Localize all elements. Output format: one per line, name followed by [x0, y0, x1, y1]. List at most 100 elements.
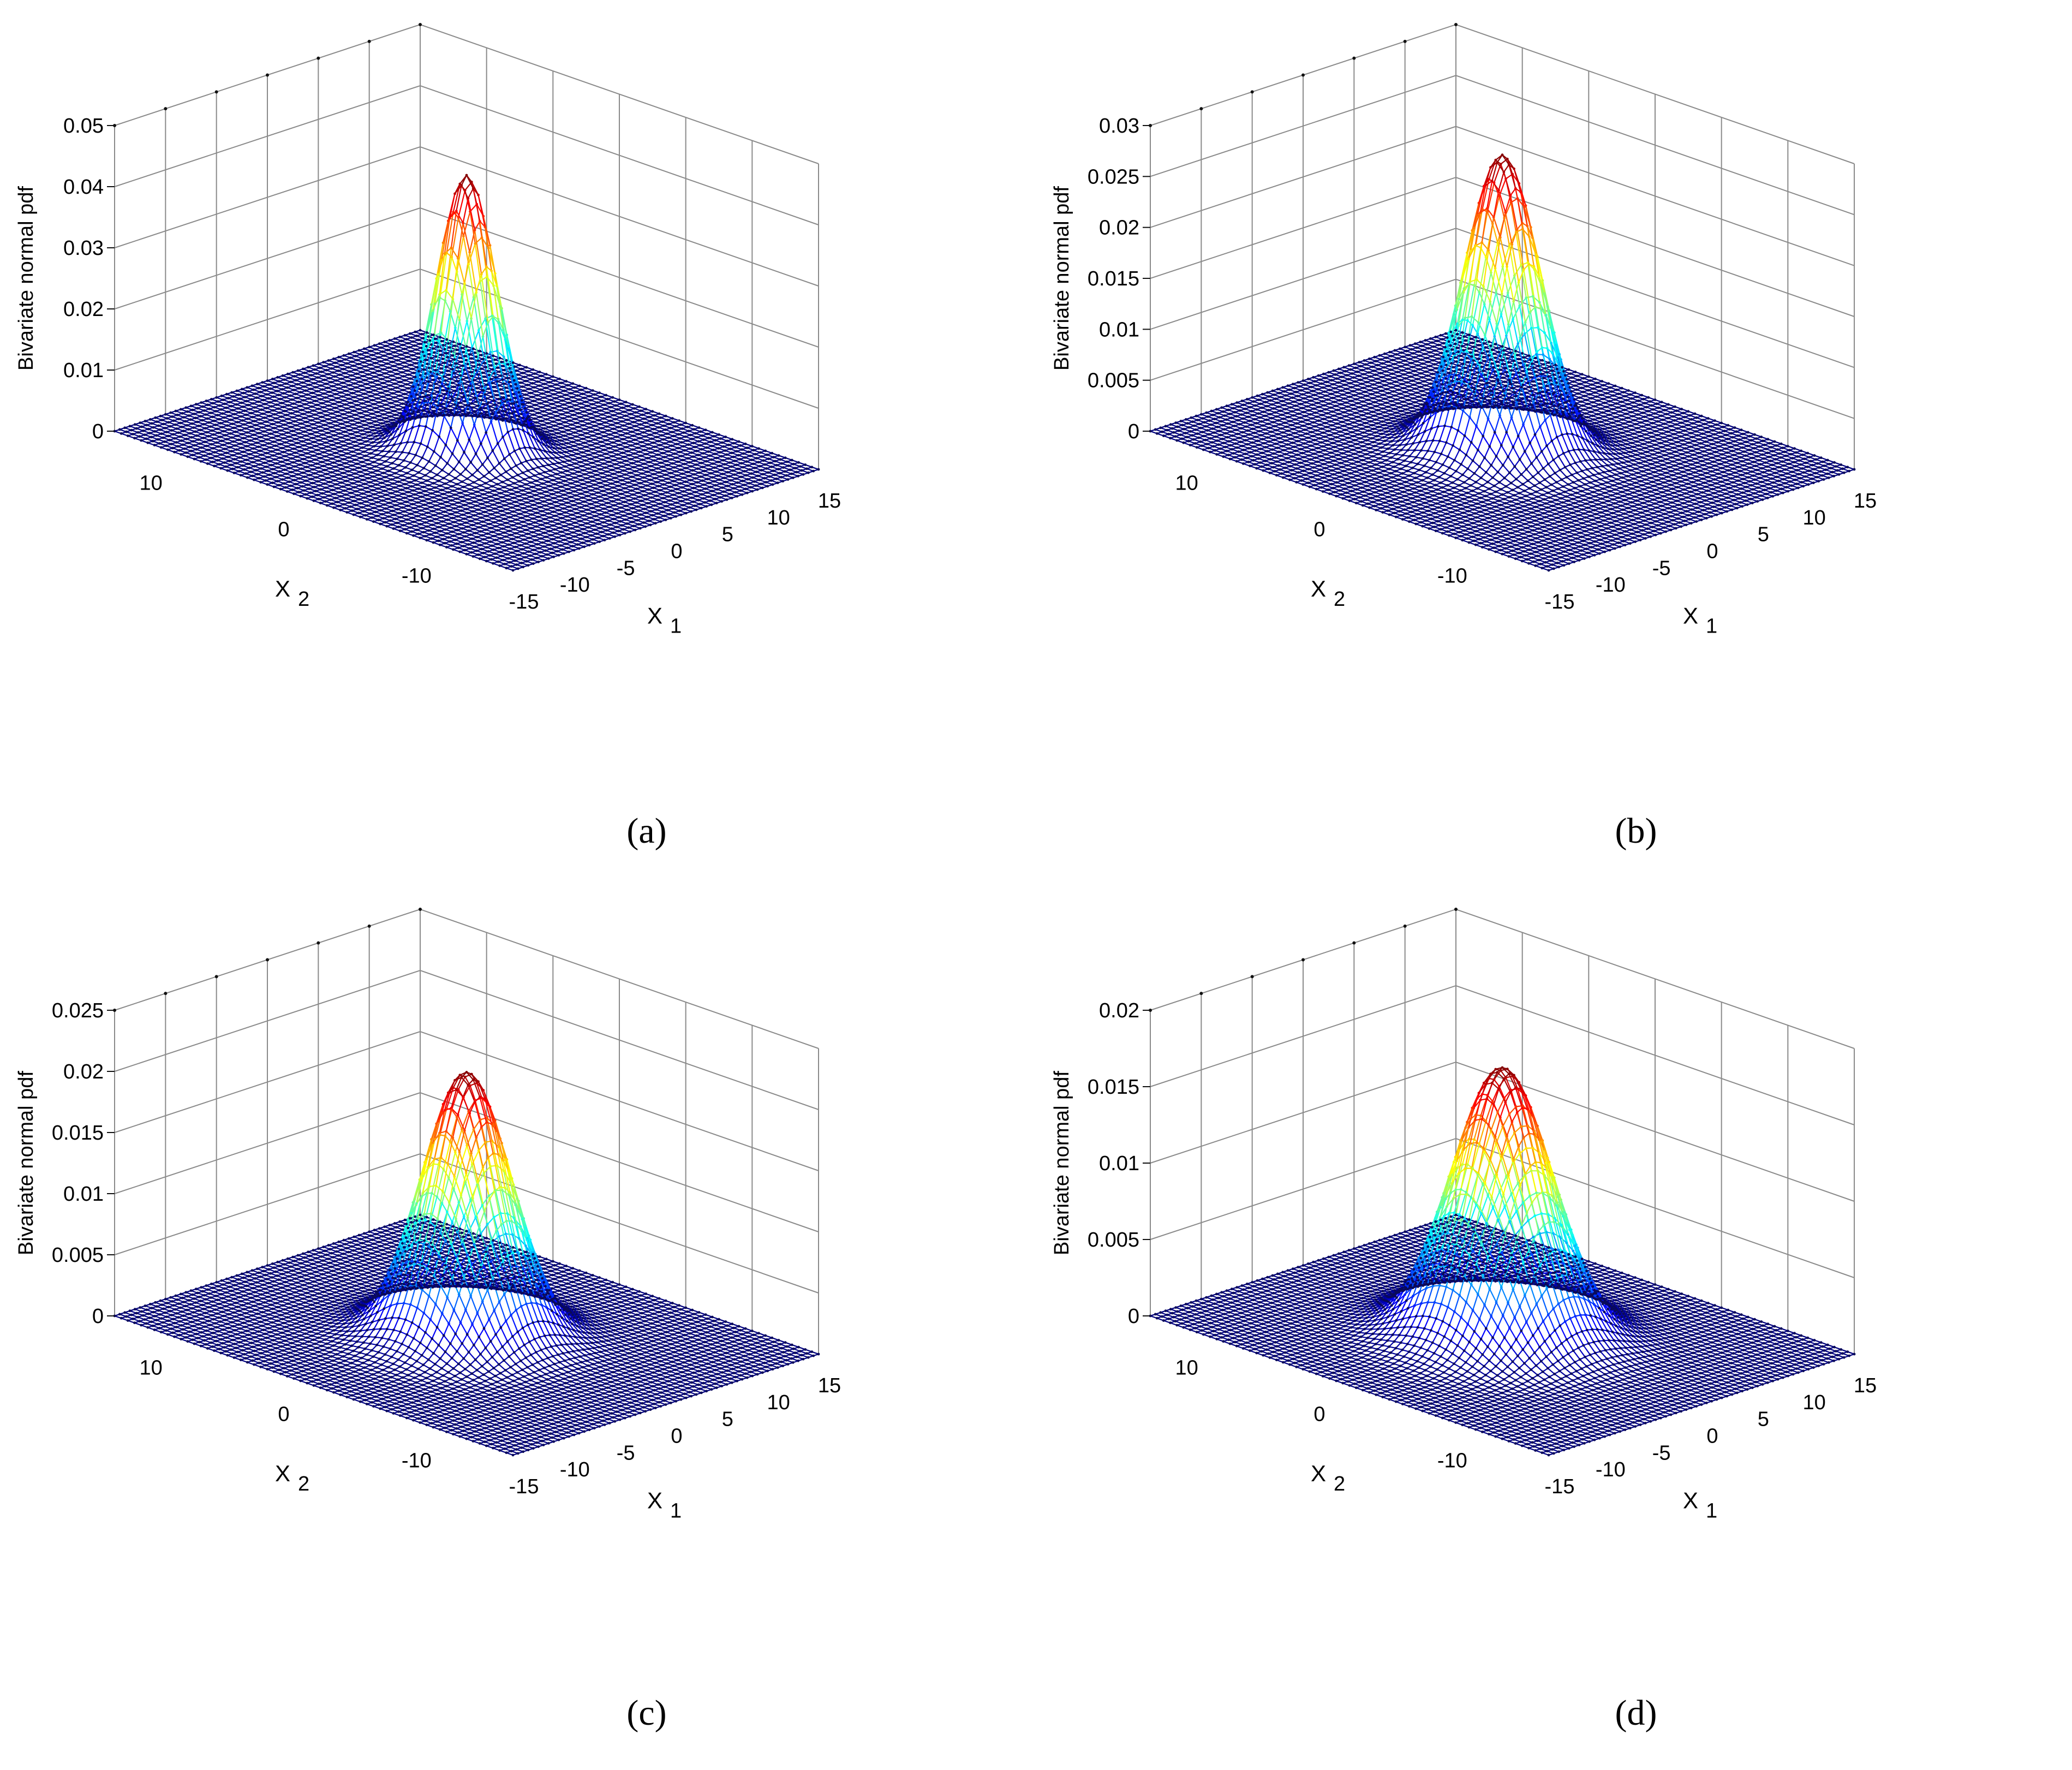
- x2-axis-b: -10 0 10 X 2: [1175, 472, 1467, 611]
- z-axis-label-a: Bivariate normal pdf: [15, 186, 38, 371]
- z-gridline-a-2: [114, 207, 819, 348]
- x1-axis-label-d: X: [1683, 1488, 1698, 1513]
- x1-tick-label-c-1: -10: [560, 1458, 590, 1481]
- x2-tick-label-c-2: 10: [140, 1357, 163, 1380]
- x1-axis-label-sub-b: 1: [1706, 615, 1717, 638]
- x1-tick-label-b-1: -10: [1596, 574, 1626, 597]
- x1-axis-label-b: X: [1683, 603, 1698, 629]
- top-tick-c-1: [164, 992, 168, 996]
- x2-tick-label-b-1: 0: [1313, 519, 1325, 541]
- x2-axis-label-a: X: [275, 576, 290, 601]
- x2-axis-c: -10 0 10 X 2: [140, 1357, 432, 1496]
- top-tick-d-3: [1301, 958, 1305, 962]
- z-tick-label-b-3: 0.015: [1088, 267, 1139, 290]
- x2-axis-label-c: X: [275, 1461, 290, 1486]
- z-tick-label-b-1: 0.005: [1088, 370, 1139, 392]
- x2-tick-label-b-2: 10: [1175, 472, 1198, 495]
- z-tick-label-a-5: 0.05: [63, 115, 104, 138]
- top-tick-b-6: [1454, 23, 1458, 26]
- z-tick-label-a-4: 0.04: [63, 176, 104, 199]
- x2-tick-label-a-1: 0: [278, 519, 289, 541]
- z-axis-c: 0 0.005 0.01 0.015 0.02 0.025 Bivariate normal…: [15, 999, 115, 1328]
- surface-mesh-d: [1149, 1066, 1856, 1457]
- surface-mesh-a: [113, 174, 820, 572]
- x2-tick-label-a-2: 10: [140, 472, 163, 495]
- caption-a: (a): [592, 810, 701, 852]
- x1-tick-label-d-3: 0: [1706, 1425, 1718, 1448]
- chart-panel-b: 0 0.005 0.01 0.015 0.02 0.025 0.03 Bivariate no…: [1036, 0, 2071, 885]
- top-tick-a-3: [266, 73, 269, 77]
- z-gridline-c-3: [114, 1030, 819, 1171]
- top-tick-d-4: [1352, 941, 1356, 945]
- z-tick-label-c-1: 0.005: [52, 1244, 104, 1267]
- z-tick-label-a-0: 0: [92, 420, 104, 443]
- z-tick-label-c-2: 0.01: [63, 1183, 104, 1206]
- top-tick-a-5: [367, 39, 371, 43]
- x1-tick-label-a-3: 0: [671, 540, 682, 563]
- caption-c: (c): [592, 1692, 701, 1734]
- z-axis-d: 0 0.005 0.01 0.015 0.02 Bivariate normal pdf: [1050, 999, 1150, 1328]
- top-tick-b-4: [1352, 56, 1356, 60]
- z-tick-label-c-5: 0.025: [52, 999, 104, 1022]
- top-tick-a-6: [419, 23, 422, 26]
- x2-tick-label-d-0: -10: [1437, 1450, 1467, 1473]
- z-tick-label-d-2: 0.01: [1099, 1152, 1139, 1175]
- x1-tick-label-b-3: 0: [1706, 540, 1718, 563]
- z-tick-label-a-3: 0.03: [63, 237, 104, 260]
- top-tick-d-5: [1403, 924, 1407, 928]
- x1-tick-label-d-4: 5: [1758, 1408, 1769, 1431]
- x2-tick-label-d-2: 10: [1175, 1357, 1198, 1380]
- x2-axis-label-b: X: [1311, 576, 1326, 601]
- top-tick-a-4: [317, 56, 320, 60]
- z-gridline-c-5: [114, 908, 819, 1049]
- caption-d: (d): [1581, 1692, 1691, 1734]
- x1-tick-label-a-0: -15: [509, 591, 539, 613]
- z-gridline-d-4: [1150, 908, 1855, 1049]
- x1-tick-label-c-0: -15: [509, 1475, 539, 1498]
- x1-axis-label-sub-a: 1: [670, 615, 682, 638]
- z-tick-label-d-1: 0.005: [1088, 1229, 1139, 1251]
- x2-axis-label-sub-c: 2: [298, 1473, 309, 1495]
- x2-axis-label-sub-a: 2: [298, 588, 309, 611]
- z-axis-a: 0 0.01 0.02 0.03 0.04 0.05 Bivariate normal pd…: [15, 115, 115, 443]
- top-tick-d-1: [1199, 992, 1203, 996]
- x1-tick-label-c-2: -5: [617, 1441, 635, 1464]
- x1-axis-label-sub-d: 1: [1706, 1500, 1717, 1523]
- z-tick-label-d-4: 0.02: [1099, 999, 1139, 1022]
- z-gridline-d-3: [1150, 985, 1855, 1125]
- x2-tick-label-c-0: -10: [402, 1450, 432, 1473]
- z-tick-label-a-2: 0.02: [63, 298, 104, 321]
- x1-axis-c: -15 -10 -5 0 5 10 15 X 1: [509, 1374, 841, 1523]
- x1-tick-label-d-6: 15: [1854, 1374, 1877, 1397]
- x1-tick-label-a-4: 5: [722, 523, 733, 546]
- x2-tick-label-c-1: 0: [278, 1403, 289, 1426]
- x1-tick-label-c-4: 5: [722, 1408, 733, 1431]
- x1-tick-label-a-6: 15: [818, 490, 841, 512]
- z-axis-label-c: Bivariate normal pdf: [15, 1071, 38, 1255]
- top-tick-b-5: [1403, 39, 1407, 43]
- x1-tick-label-a-1: -10: [560, 574, 590, 597]
- chart-panel-c: 0 0.005 0.01 0.015 0.02 0.025 Bivariate normal…: [0, 885, 1036, 1769]
- x1-axis-label-c: X: [647, 1488, 662, 1513]
- z-gridline-a-3: [114, 146, 819, 287]
- x1-axis-a: -15 -10 -5 0 5 10 15 X 1: [509, 490, 841, 638]
- x1-tick-label-d-5: 10: [1803, 1391, 1826, 1414]
- x1-tick-label-a-5: 10: [767, 506, 790, 529]
- z-tick-label-c-4: 0.02: [63, 1060, 104, 1083]
- z-tick-label-b-2: 0.01: [1099, 318, 1139, 341]
- x2-axis-label-d: X: [1311, 1461, 1326, 1486]
- z-tick-label-c-3: 0.015: [52, 1122, 104, 1145]
- z-tick-label-b-5: 0.025: [1088, 165, 1139, 188]
- surface-plot-b: 0 0.005 0.01 0.015 0.02 0.025 0.03 Bivariate no…: [1050, 23, 1877, 638]
- surface-plot-a: 0 0.01 0.02 0.03 0.04 0.05 Bivariate normal pd…: [15, 23, 841, 638]
- x2-tick-label-b-0: -10: [1437, 565, 1467, 588]
- top-tick-b-1: [1199, 107, 1203, 111]
- top-tick-c-2: [214, 975, 218, 979]
- x1-tick-label-b-0: -15: [1545, 591, 1575, 613]
- x1-tick-label-c-6: 15: [818, 1374, 841, 1397]
- x1-tick-label-c-3: 0: [671, 1425, 682, 1448]
- z-axis-b: 0 0.005 0.01 0.015 0.02 0.025 0.03 Bivariate no…: [1050, 115, 1150, 443]
- z-axis-label-d: Bivariate normal pdf: [1050, 1071, 1073, 1255]
- caption-b: (b): [1581, 810, 1691, 852]
- top-tick-a-1: [164, 107, 168, 111]
